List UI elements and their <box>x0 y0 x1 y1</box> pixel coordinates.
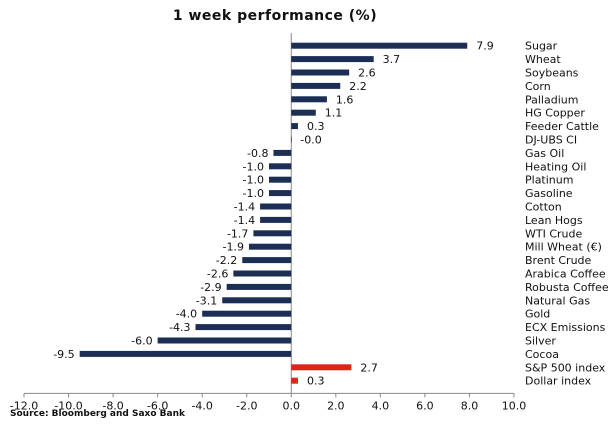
value-label: 0.3 <box>307 120 325 133</box>
value-label: 7.9 <box>476 40 494 53</box>
value-label: -1.7 <box>227 227 248 240</box>
category-label: Soybeans <box>525 67 579 80</box>
value-label: -1.9 <box>222 241 243 254</box>
value-label: -3.1 <box>196 294 217 307</box>
x-tick-label: 4.0 <box>372 399 390 412</box>
category-label: Feeder Cattle <box>525 120 599 133</box>
bar <box>291 96 327 103</box>
value-label: -2.6 <box>207 268 228 281</box>
category-label: S&P 500 index <box>525 361 606 374</box>
category-label: ECX Emissions <box>525 321 606 334</box>
value-label: -2.9 <box>200 281 221 294</box>
value-label: -1.0 <box>243 187 264 200</box>
category-label: Platinum <box>525 174 573 187</box>
value-label: -0.0 <box>300 134 321 147</box>
bar <box>291 364 352 371</box>
category-label: Natural Gas <box>525 294 590 307</box>
bar <box>291 69 350 76</box>
x-tick-label: -2.0 <box>236 399 257 412</box>
value-label: -1.4 <box>234 201 255 214</box>
x-tick-label: 10.0 <box>502 399 527 412</box>
x-tick-label: -6.0 <box>147 399 168 412</box>
category-label: HG Copper <box>525 107 585 120</box>
value-label: 1.1 <box>325 107 343 120</box>
category-label: Dollar index <box>525 375 592 388</box>
bar <box>269 176 292 183</box>
category-label: Silver <box>525 335 556 348</box>
value-label: 0.3 <box>307 375 325 388</box>
x-tick-label: 8.0 <box>461 399 479 412</box>
value-label: -2.2 <box>216 254 237 267</box>
bar <box>291 82 341 89</box>
bar <box>291 56 374 63</box>
category-label: Cocoa <box>525 348 559 361</box>
category-label: Arabica Coffee <box>525 268 606 281</box>
x-tick-label: -10.0 <box>54 399 82 412</box>
bar <box>233 270 292 277</box>
category-label: Brent Crude <box>525 254 592 267</box>
category-label: Lean Hogs <box>525 214 583 227</box>
bar <box>260 216 292 223</box>
value-label: -9.5 <box>53 348 74 361</box>
category-label: Gold <box>525 308 550 321</box>
value-label: 1.6 <box>336 93 354 106</box>
value-label: 2.2 <box>349 80 367 93</box>
bar <box>291 136 292 143</box>
value-label: -6.0 <box>131 335 152 348</box>
bar <box>222 297 292 304</box>
category-label: Wheat <box>525 53 561 66</box>
category-label: Mill Wheat (€) <box>525 241 602 254</box>
value-label: -0.8 <box>247 147 268 160</box>
x-tick-label: -12.0 <box>10 399 38 412</box>
bar <box>248 243 292 250</box>
category-label: DJ-UBS CI <box>525 134 577 147</box>
bar <box>269 190 292 197</box>
bar <box>291 123 298 130</box>
category-label: Corn <box>525 80 551 93</box>
category-label: Robusta Coffee <box>525 281 609 294</box>
bar <box>260 203 292 210</box>
category-label: Cotton <box>525 201 562 214</box>
bar <box>291 42 468 49</box>
value-label: -1.4 <box>234 214 255 227</box>
category-label: Sugar <box>525 40 558 53</box>
bar <box>291 377 298 384</box>
bar <box>273 149 292 156</box>
category-label: WTI Crude <box>525 227 582 240</box>
bar <box>291 109 316 116</box>
category-label: Palladium <box>525 93 578 106</box>
value-label: -1.0 <box>243 160 264 173</box>
bar <box>226 283 292 290</box>
x-tick-label: -8.0 <box>102 399 123 412</box>
value-label: 2.7 <box>360 361 378 374</box>
bar <box>79 350 292 357</box>
x-tick-label: 0.0 <box>283 399 301 412</box>
source-note: Source: Bloomberg and Saxo Bank <box>10 409 185 419</box>
chart-title: 1 week performance (%) <box>172 8 378 24</box>
value-label: 2.6 <box>358 67 376 80</box>
bar <box>202 310 292 317</box>
bar <box>157 337 292 344</box>
value-label: -1.0 <box>243 174 264 187</box>
category-label: Heating Oil <box>525 160 586 173</box>
x-tick-label: 2.0 <box>327 399 345 412</box>
bar <box>195 324 292 331</box>
value-label: 3.7 <box>383 53 401 66</box>
x-tick-label: 6.0 <box>416 399 434 412</box>
value-label: -4.0 <box>176 308 197 321</box>
bar <box>269 163 292 170</box>
bar <box>242 257 292 264</box>
bar <box>253 230 292 237</box>
category-label: Gasoline <box>525 187 573 200</box>
value-label: -4.3 <box>169 321 190 334</box>
category-label: Gas Oil <box>525 147 564 160</box>
x-tick-label: -4.0 <box>191 399 212 412</box>
